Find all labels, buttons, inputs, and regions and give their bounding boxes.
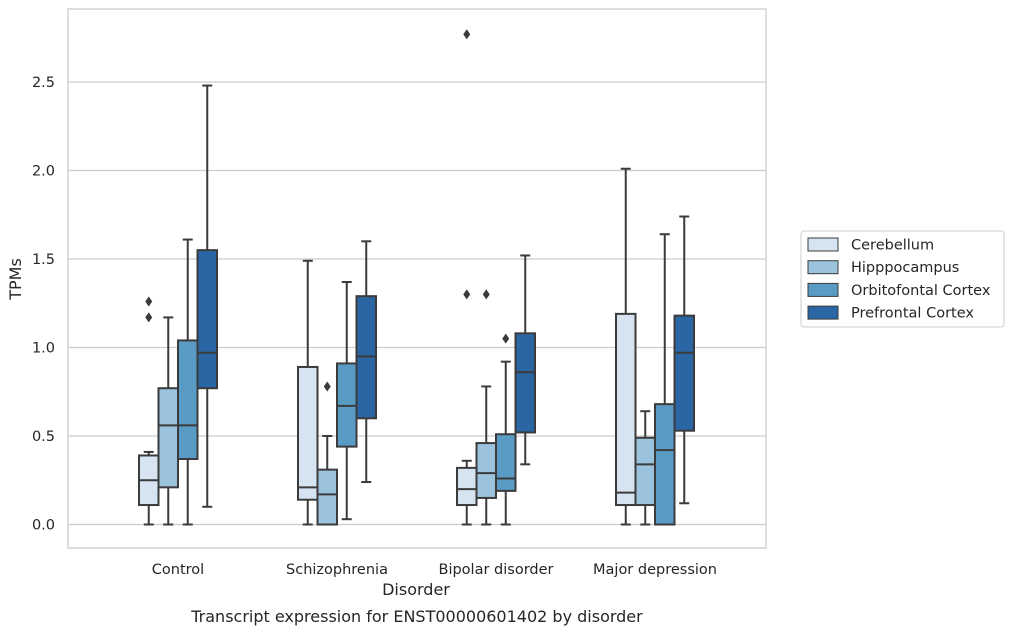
y-tick-label: 1.0 xyxy=(32,341,55,357)
y-tick-label: 2.5 xyxy=(32,75,55,91)
legend-swatch xyxy=(807,237,839,252)
box-body xyxy=(634,436,656,507)
x-tick-label: Bipolar disorder xyxy=(439,562,554,578)
outlier-point xyxy=(482,289,490,300)
x-axis-label: Disorder xyxy=(382,580,450,599)
outlier-point xyxy=(463,289,471,300)
box-orbitofontal-cortex-schizophrenia xyxy=(336,281,358,521)
box-body xyxy=(157,387,179,489)
legend: Cerebellum Hipppocampus Orbitofontal Corte… xyxy=(800,230,1005,328)
box-body xyxy=(514,332,536,434)
box-body xyxy=(316,468,338,526)
legend-label: Hipppocampus xyxy=(851,260,959,276)
box-body xyxy=(196,249,218,390)
outlier-point xyxy=(323,381,331,392)
box-orbitofontal-cortex-control xyxy=(177,238,199,526)
legend-swatch xyxy=(807,260,839,275)
legend-label: Prefrontal Cortex xyxy=(851,306,974,322)
box-prefrontal-cortex-major-depression xyxy=(673,215,695,505)
box-prefrontal-cortex-schizophrenia xyxy=(355,240,377,484)
box-body xyxy=(456,466,478,507)
box-body xyxy=(495,433,517,492)
outlier-point xyxy=(502,333,510,344)
legend-label: Orbitofontal Cortex xyxy=(851,283,991,299)
boxes xyxy=(138,29,695,526)
box-prefrontal-cortex-control xyxy=(196,84,218,508)
box-hipppocampus-control xyxy=(157,316,179,526)
box-orbitofontal-cortex-major-depression xyxy=(654,233,676,526)
box-cerebellum-bipolar-disorder xyxy=(456,29,478,526)
y-tick-label: 0.0 xyxy=(32,518,55,534)
legend-label: Cerebellum xyxy=(851,238,934,254)
box-cerebellum-major-depression xyxy=(615,167,637,526)
x-tick-label: Major depression xyxy=(593,562,717,578)
legend-frame xyxy=(800,230,1005,328)
box-prefrontal-cortex-bipolar-disorder xyxy=(514,254,536,466)
plot-frame xyxy=(67,8,767,549)
box-body xyxy=(297,365,319,501)
box-body xyxy=(177,339,199,461)
outlier-point xyxy=(145,312,153,323)
y-tick-label: 0.5 xyxy=(32,429,55,445)
chart-caption: Transcript expression for ENST0000060140… xyxy=(190,607,643,626)
box-body xyxy=(673,314,695,432)
y-tick-label: 2.0 xyxy=(32,164,55,180)
y-tick-labels: 0.0 0.5 1.0 1.5 2.0 2.5 xyxy=(32,75,55,534)
box-hipppocampus-bipolar-disorder xyxy=(475,289,497,526)
box-orbitofontal-cortex-bipolar-disorder xyxy=(495,333,517,526)
x-tick-label: Schizophrenia xyxy=(286,562,388,578)
x-tick-label: Control xyxy=(152,562,204,578)
y-tick-label: 1.5 xyxy=(32,252,55,268)
x-tick-labels: Control Schizophrenia Bipolar disorder Majo… xyxy=(152,562,717,578)
box-hipppocampus-schizophrenia xyxy=(316,381,338,526)
legend-swatch xyxy=(807,282,839,297)
box-body xyxy=(654,403,676,526)
box-body xyxy=(475,442,497,499)
legend-swatch xyxy=(807,305,839,320)
outlier-point xyxy=(463,29,471,40)
box-body xyxy=(615,312,637,507)
box-cerebellum-schizophrenia xyxy=(297,259,319,526)
y-axis-label: TPMs xyxy=(6,258,25,301)
box-cerebellum-control xyxy=(138,296,160,526)
box-hipppocampus-major-depression xyxy=(634,410,656,526)
outlier-point xyxy=(145,296,153,307)
